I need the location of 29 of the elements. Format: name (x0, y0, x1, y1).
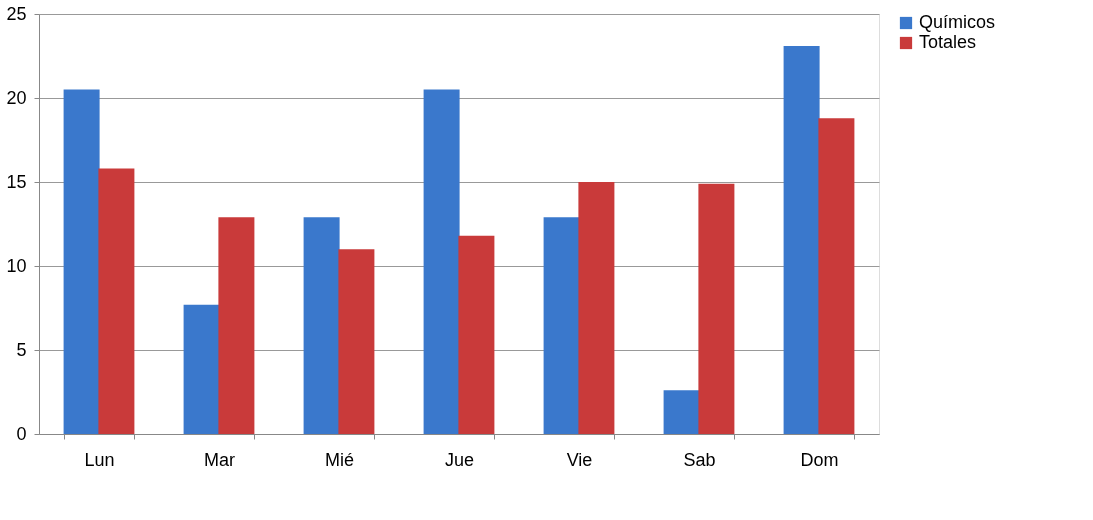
bar (338, 249, 375, 434)
legend-label: Químicos (919, 12, 996, 32)
bar (218, 217, 255, 434)
bar (818, 118, 855, 434)
bar (698, 183, 735, 434)
x-tick-label: Lun (84, 449, 115, 470)
x-tick-label: Sab (683, 449, 716, 470)
y-tick-label: 25 (6, 3, 27, 24)
x-tick-label: Mié (324, 449, 355, 470)
legend-label: Totales (919, 32, 977, 52)
bar (543, 217, 580, 434)
bar (183, 304, 220, 434)
y-tick-label: 20 (6, 87, 27, 108)
y-tick-label: 15 (6, 171, 27, 192)
bar (663, 390, 700, 434)
x-tick-label: Mar (204, 449, 235, 470)
bar (458, 235, 495, 434)
y-tick-label: 10 (6, 255, 27, 276)
x-tick-label: Vie (566, 449, 593, 470)
bar (423, 89, 460, 434)
y-tick-label: 0 (16, 423, 27, 444)
x-tick-label: Jue (444, 449, 475, 470)
bar (98, 168, 135, 434)
bar (578, 182, 615, 434)
y-tick-label: 5 (16, 339, 27, 360)
bar (63, 89, 100, 434)
bar (303, 217, 340, 434)
x-tick-label: Dom (800, 449, 839, 470)
bar (783, 45, 820, 434)
